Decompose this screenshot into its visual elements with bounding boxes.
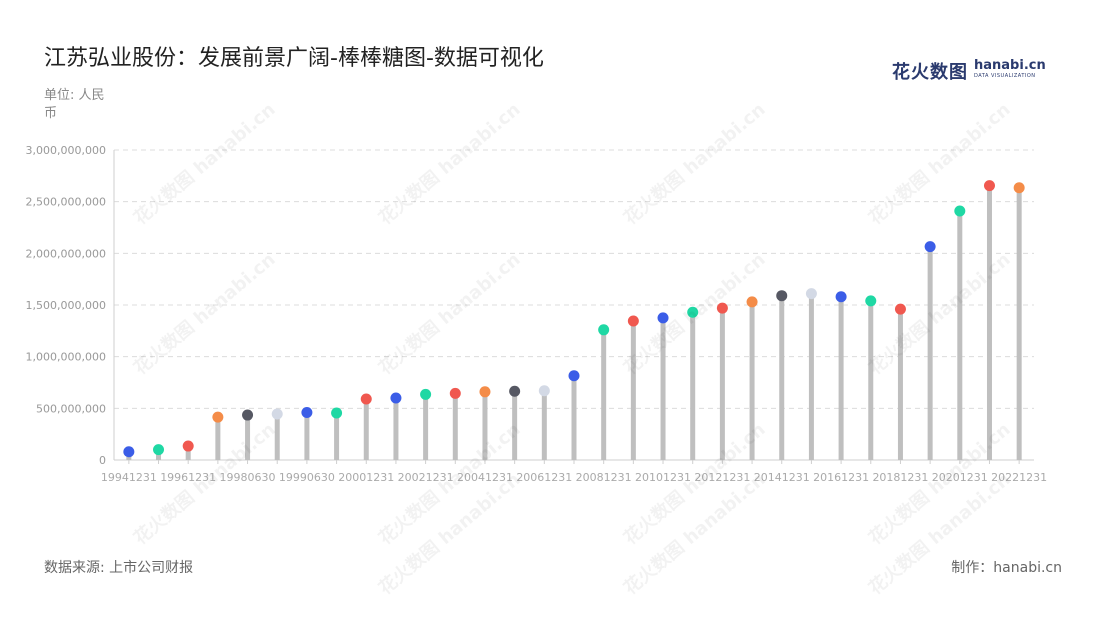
lollipop-dot [627,315,639,327]
lollipop-stick [986,185,992,460]
lollipop-dot [865,295,877,307]
logo-cn-text: 花火数图 [892,62,968,83]
lollipop-dot [242,409,254,421]
lollipop-stick [274,414,280,460]
y-tick-label: 1,500,000,000 [26,299,106,312]
y-tick-label: 0 [99,454,106,467]
lollipop-dot [123,446,135,458]
logo-en-text: hanabi.cn [974,58,1046,73]
lollipop-dot [271,408,283,420]
lollipop-dot [509,385,521,397]
x-tick-label: 20101231 [635,471,691,484]
lollipop-stick [482,391,488,460]
lollipop-stick [838,296,844,460]
lollipop-dot [390,392,402,404]
x-tick-label: 20021231 [398,471,454,484]
logo-tagline: DATA VISUALIZATION [974,73,1036,79]
lollipop-dot [479,386,491,398]
y-tick-label: 2,500,000,000 [26,196,106,209]
lollipop-stick [452,393,458,460]
x-tick-label: 20141231 [754,471,810,484]
lollipop-dot [568,370,580,382]
lollipop-stick [423,394,429,460]
lollipop-dot [776,290,788,302]
lollipop-stick [719,308,725,460]
x-tick-label: 19941231 [101,471,157,484]
maker-credit: 制作：hanabi.cn [951,560,1062,576]
lollipop-dot [746,296,758,308]
lollipop-dot [894,303,906,315]
lollipop-stick [897,309,903,460]
y-tick-label: 1,000,000,000 [26,351,106,364]
lollipop-stick [393,398,399,460]
x-tick-label: 20041231 [457,471,513,484]
lollipop-stick [779,295,785,460]
x-tick-label: 20061231 [516,471,572,484]
lollipop-stick [601,329,607,460]
lollipop-stick [957,210,963,460]
lollipop-dot [153,444,165,456]
lollipop-dot [835,291,847,303]
lollipop-dot [1013,182,1025,194]
chart-title: 江苏弘业股份：发展前景广阔-棒棒糖图-数据可视化 [44,46,544,71]
x-tick-label: 20001231 [338,471,394,484]
y-tick-label: 3,000,000,000 [26,144,106,157]
lollipop-stick [334,412,340,460]
lollipop-stick [245,415,251,460]
x-tick-label: 20201231 [932,471,988,484]
lollipop-dot [598,324,610,336]
lollipop-dot [983,180,995,192]
lollipop-dot [657,312,669,324]
lollipop-stick [185,446,191,460]
x-tick-label: 19990630 [279,471,335,484]
x-tick-label: 20081231 [576,471,632,484]
lollipop-dot [360,393,372,405]
lollipop-stick [541,390,547,460]
lollipop-dot [805,288,817,300]
lollipop-dot [212,411,224,423]
y-tick-label: 500,000,000 [36,402,106,415]
y-tick-label: 2,000,000,000 [26,247,106,260]
lollipop-stick [690,312,696,460]
lollipop-stick [512,391,518,460]
brand-logo: 花火数图 hanabi.cn DATA VISUALIZATION [892,58,1046,84]
lollipop-stick [927,246,933,460]
logo-en-block: hanabi.cn DATA VISUALIZATION [974,58,1046,81]
lollipop-dot [420,388,432,400]
lollipop-dot [954,205,966,217]
lollipop-stick [571,375,577,460]
lollipop-dot [687,306,699,318]
x-tick-label: 20221231 [991,471,1047,484]
x-tick-label: 20161231 [813,471,869,484]
unit-label: 单位: 人民币 [44,88,105,121]
lollipop-stick [808,293,814,460]
lollipop-dot [716,302,728,314]
lollipop-dot [301,406,313,418]
data-source: 数据来源: 上市公司财报 [44,560,194,576]
x-tick-label: 20181231 [872,471,928,484]
lollipop-stick [749,301,755,460]
lollipop-dot [182,440,194,452]
lollipop-dot [449,387,461,399]
lollipop-stick [1016,187,1022,460]
lollipop-dot [924,241,936,253]
lollipop-stick [304,412,310,460]
lollipop-stick [630,321,636,460]
x-tick-label: 20121231 [694,471,750,484]
x-tick-label: 19961231 [160,471,216,484]
lollipop-dot [538,385,550,397]
lollipop-stick [868,300,874,460]
lollipop-stick [215,417,221,460]
lollipop-stick [363,399,369,460]
x-tick-label: 19980630 [220,471,276,484]
lollipop-stick [660,317,666,460]
lollipop-dot [331,407,343,419]
